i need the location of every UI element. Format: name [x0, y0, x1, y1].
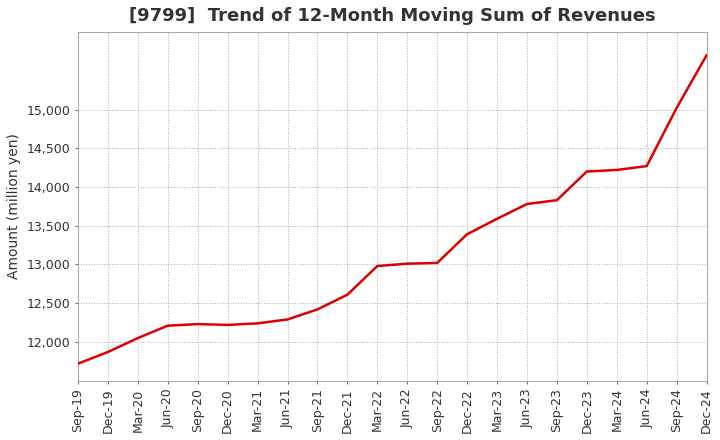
Title: [9799]  Trend of 12-Month Moving Sum of Revenues: [9799] Trend of 12-Month Moving Sum of R… — [129, 7, 656, 25]
Y-axis label: Amount (million yen): Amount (million yen) — [7, 133, 21, 279]
